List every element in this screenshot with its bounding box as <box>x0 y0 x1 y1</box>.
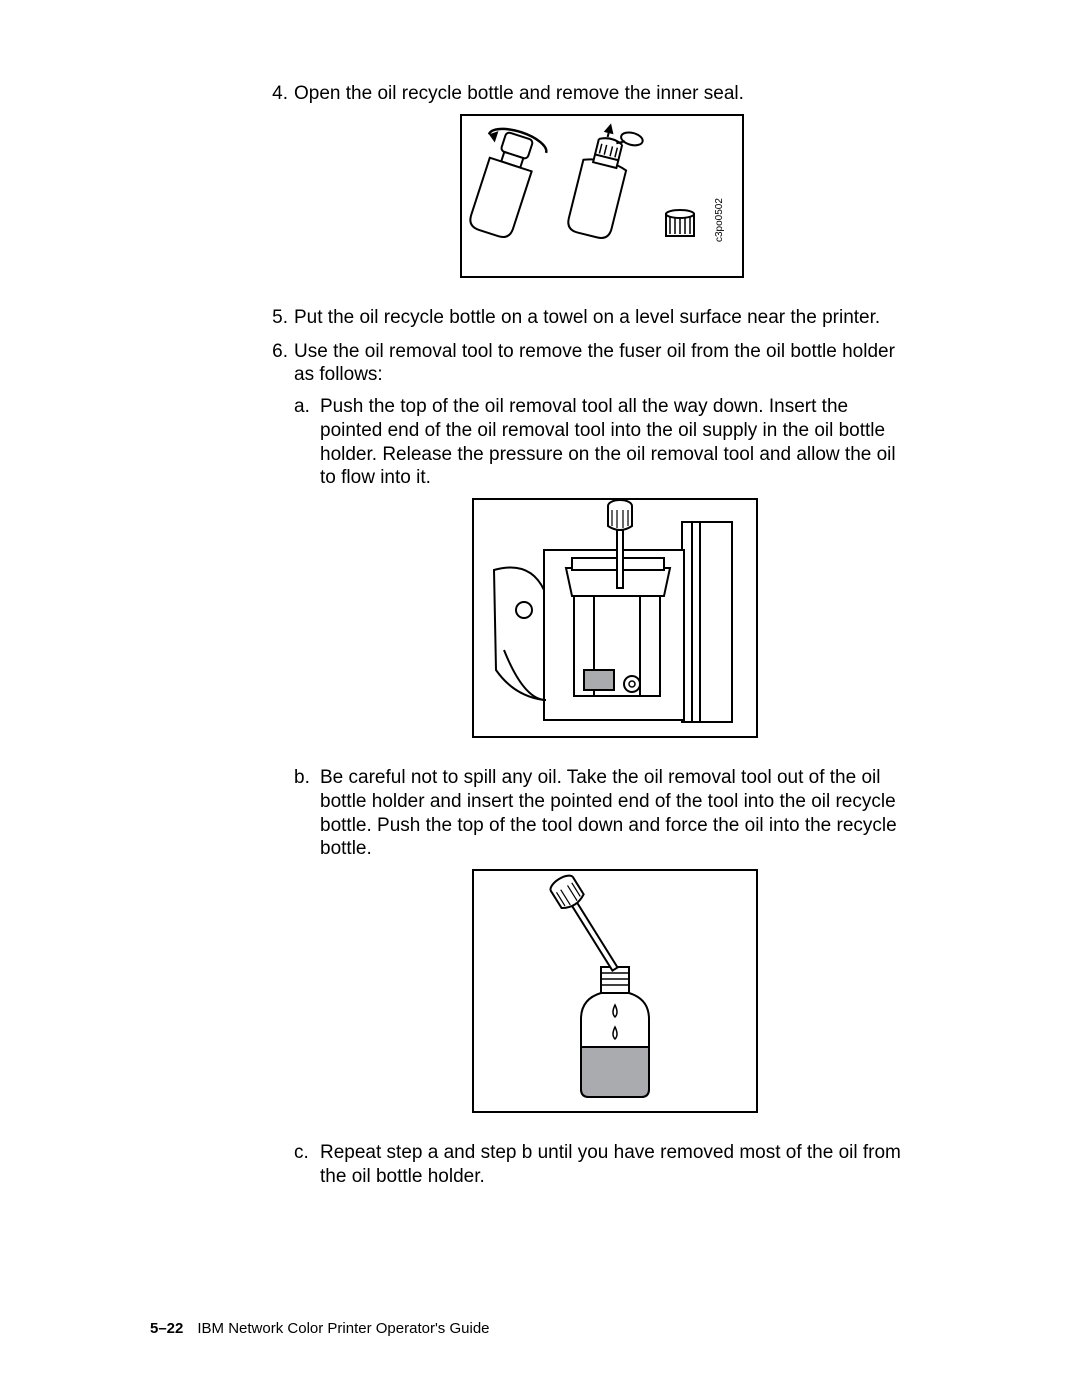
page: 4. Open the oil recycle bottle and remov… <box>0 0 1080 1397</box>
figure-2-wrap <box>320 498 910 738</box>
step-6b: b. Be careful not to spill any oil. Take… <box>294 766 910 1131</box>
substep-letter: a. <box>294 395 320 756</box>
figure-3-wrap <box>320 869 910 1113</box>
step-6a: a. Push the top of the oil removal tool … <box>294 395 910 756</box>
substep-letter: b. <box>294 766 320 1131</box>
step-6: 6. Use the oil removal tool to remove th… <box>260 340 910 1199</box>
figure-id-label: c3po0502 <box>714 197 725 241</box>
bottle-refill-illustration <box>474 871 756 1111</box>
oil-removal-tool-illustration <box>474 500 756 736</box>
figure-1: c3po0502 <box>460 114 744 278</box>
step-number: 6. <box>260 340 294 1199</box>
step-text: Open the oil recycle bottle and remove t… <box>294 82 910 106</box>
step-text: Use the oil removal tool to remove the f… <box>294 340 910 388</box>
page-footer: 5–22 IBM Network Color Printer Operator's… <box>150 1320 490 1339</box>
substep-letter: c. <box>294 1141 320 1189</box>
figure-2 <box>472 498 758 738</box>
substep-text: Be careful not to spill any oil. Take th… <box>320 766 910 861</box>
substep-text: Push the top of the oil removal tool all… <box>320 395 910 490</box>
step-5: 5. Put the oil recycle bottle on a towel… <box>260 306 910 330</box>
bottle-seal-illustration: c3po0502 <box>462 116 742 276</box>
substep-text: Repeat step a and step b until you have … <box>320 1141 910 1189</box>
step-6c: c. Repeat step a and step b until you ha… <box>294 1141 910 1189</box>
substep-list: a. Push the top of the oil removal tool … <box>294 395 910 1189</box>
footer-title: IBM Network Color Printer Operator's Gui… <box>197 1320 489 1337</box>
instruction-list: 4. Open the oil recycle bottle and remov… <box>260 82 910 1199</box>
step-text: Put the oil recycle bottle on a towel on… <box>294 306 910 330</box>
page-number: 5–22 <box>150 1320 183 1337</box>
step-4: 4. Open the oil recycle bottle and remov… <box>260 82 910 296</box>
step-number: 4. <box>260 82 294 296</box>
figure-3 <box>472 869 758 1113</box>
figure-1-wrap: c3po0502 <box>294 114 910 278</box>
step-number: 5. <box>260 306 294 330</box>
